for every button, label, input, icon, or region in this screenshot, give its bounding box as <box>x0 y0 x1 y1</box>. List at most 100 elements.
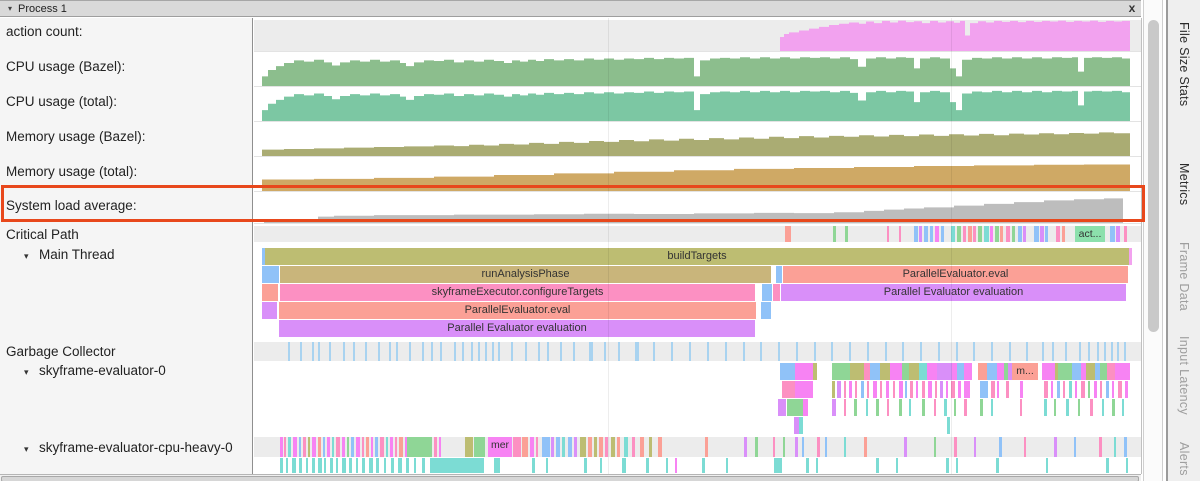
cpu-heavy-row1-event[interactable] <box>1046 458 1048 473</box>
cpu-heavy-row1-event[interactable] <box>622 458 626 473</box>
flame-bar[interactable] <box>262 266 279 283</box>
skyframe-evaluator-0-row1-event[interactable] <box>899 381 903 398</box>
cpu-heavy-row1-event[interactable] <box>774 458 782 473</box>
counter-track-0[interactable] <box>254 20 1141 52</box>
track-label-skyframe-evaluator-0[interactable]: ▾ skyframe-evaluator-0 <box>6 363 166 378</box>
garbage-collector-event[interactable] <box>1009 342 1011 361</box>
cpu-heavy-row0-event[interactable] <box>1054 437 1057 457</box>
critical-path-event[interactable] <box>1012 226 1015 242</box>
garbage-collector-event[interactable] <box>885 342 887 361</box>
skyframe-evaluator-0-row0-event[interactable] <box>850 363 864 380</box>
flame-bar[interactable] <box>762 284 772 301</box>
critical-path-event[interactable] <box>833 226 836 242</box>
cpu-heavy-row0-event[interactable] <box>744 437 747 457</box>
skyframe-evaluator-0-row0-event[interactable] <box>1100 363 1107 380</box>
cpu-heavy-row0-event[interactable] <box>299 437 301 457</box>
cpu-heavy-row0-event[interactable] <box>817 437 820 457</box>
cpu-heavy-row0-event[interactable] <box>611 437 615 457</box>
garbage-collector-event[interactable] <box>318 342 320 361</box>
skyframe-evaluator-0-row2-event[interactable] <box>1090 399 1093 416</box>
cpu-heavy-row1-event[interactable] <box>675 458 677 473</box>
cpu-heavy-row0-event[interactable] <box>336 437 340 457</box>
skyframe-evaluator-0-row2-event[interactable] <box>1044 399 1047 416</box>
skyframe-evaluator-0-row1-event[interactable] <box>1006 381 1009 398</box>
garbage-collector-event[interactable] <box>618 342 620 361</box>
garbage-collector-event[interactable] <box>485 342 487 361</box>
cpu-heavy-row0-event[interactable] <box>599 437 603 457</box>
flame-bar[interactable] <box>1129 248 1132 265</box>
cpu-heavy-row0-event[interactable] <box>390 437 393 457</box>
skyframe-evaluator-0-row2-event[interactable] <box>854 399 857 416</box>
cpu-heavy-row1-event[interactable] <box>356 458 358 473</box>
cpu-heavy-row0-event[interactable] <box>705 437 708 457</box>
skyframe-evaluator-0-row0-event[interactable] <box>957 363 964 380</box>
cpu-heavy-row0-event[interactable] <box>1124 437 1127 457</box>
skyframe-evaluator-0-row1-event[interactable] <box>873 381 877 398</box>
skyframe-evaluator-0-row2-event[interactable] <box>1020 399 1022 416</box>
cpu-heavy-row1-event[interactable] <box>666 458 668 473</box>
cpu-heavy-row0-event[interactable] <box>999 437 1002 457</box>
skyframe-evaluator-0-row0-event[interactable] <box>1072 363 1081 380</box>
cpu-heavy-row0-event[interactable] <box>318 437 321 457</box>
cpu-heavy-row1-event[interactable] <box>391 458 394 473</box>
cpu-heavy-row1-event[interactable] <box>646 458 649 473</box>
cpu-heavy-row1-event[interactable] <box>376 458 379 473</box>
skyframe-evaluator-0-row1-event[interactable] <box>1075 381 1077 398</box>
skyframe-evaluator-0-row1-event[interactable] <box>1057 381 1060 398</box>
critical-path-event[interactable] <box>1056 226 1060 242</box>
skyframe-evaluator-0-row1-event[interactable] <box>1106 381 1109 398</box>
skyframe-evaluator-0-row2-event[interactable] <box>1078 399 1080 416</box>
skyframe-evaluator-0-row1-event[interactable] <box>1063 381 1065 398</box>
counter-track-4[interactable] <box>254 159 1141 192</box>
cpu-heavy-row1-event[interactable] <box>406 458 409 473</box>
garbage-collector-event[interactable] <box>560 342 562 361</box>
garbage-collector-event[interactable] <box>389 342 391 361</box>
critical-path-event[interactable] <box>1023 226 1026 242</box>
critical-path-event[interactable] <box>973 226 976 242</box>
skyframe-evaluator-0-row1-event[interactable] <box>1094 381 1097 398</box>
garbage-collector-event[interactable] <box>956 342 958 361</box>
skyframe-evaluator-0-row1-event[interactable] <box>991 381 995 398</box>
cpu-heavy-row0-event[interactable] <box>795 437 798 457</box>
flame-bar[interactable] <box>773 284 780 301</box>
expand-arrow-icon[interactable]: ▾ <box>24 444 29 454</box>
cpu-heavy-row0-event[interactable] <box>773 437 775 457</box>
garbage-collector-event[interactable] <box>707 342 709 361</box>
critical-path-event[interactable] <box>1062 226 1065 242</box>
cpu-heavy-row1-event[interactable] <box>1126 458 1128 473</box>
skyframe-evaluator-0-row0-event[interactable] <box>813 363 817 380</box>
garbage-collector-event[interactable] <box>760 342 762 361</box>
cpu-heavy-row0-event[interactable] <box>308 437 310 457</box>
cpu-heavy-row0-event[interactable] <box>802 437 804 457</box>
garbage-collector-event[interactable] <box>938 342 940 361</box>
skyframe-evaluator-0-row1-event[interactable] <box>867 381 869 398</box>
cpu-heavy-row0-event[interactable] <box>542 437 550 457</box>
skyframe-evaluator-0-row1-event[interactable] <box>1125 381 1128 398</box>
garbage-collector-event[interactable] <box>525 342 527 361</box>
critical-path-event[interactable] <box>919 226 922 242</box>
skyframe-evaluator-0-row0-event[interactable] <box>832 363 850 380</box>
garbage-collector-event[interactable] <box>1026 342 1028 361</box>
skyframe-evaluator-0-row2-event[interactable] <box>922 399 925 416</box>
cpu-heavy-row0-event[interactable] <box>605 437 608 457</box>
cpu-heavy-row1-event[interactable] <box>806 458 809 473</box>
skyframe-evaluator-0-row2-event[interactable] <box>787 399 803 416</box>
cpu-heavy-row0-event[interactable] <box>439 437 441 457</box>
cpu-heavy-row1-event[interactable] <box>876 458 879 473</box>
flame-bar[interactable] <box>262 284 278 301</box>
flame-bar-parallel-evaluator-evaluation[interactable]: Parallel Evaluator evaluation <box>279 320 755 337</box>
skyframe-evaluator-0-row2-event[interactable] <box>832 399 836 416</box>
skyframe-evaluator-0-row2-event[interactable] <box>899 399 902 416</box>
skyframe-evaluator-0-row2-event[interactable] <box>866 399 868 416</box>
critical-path-event[interactable] <box>1006 226 1010 242</box>
skyframe-evaluator-0-row2-event[interactable] <box>1122 399 1124 416</box>
cpu-heavy-row0-event[interactable] <box>399 437 403 457</box>
expand-arrow-icon[interactable]: ▾ <box>24 367 29 377</box>
skyframe-evaluator-0-row1-event[interactable] <box>1081 381 1085 398</box>
critical-path-event[interactable] <box>935 226 939 242</box>
cpu-heavy-row1-track[interactable] <box>254 458 1141 473</box>
skyframe-evaluator-0-row1-event[interactable] <box>1051 381 1053 398</box>
critical-path-event[interactable] <box>1110 226 1115 242</box>
skyframe-evaluator-0-row0-event[interactable] <box>1055 363 1058 380</box>
cpu-heavy-row0-event[interactable] <box>844 437 846 457</box>
